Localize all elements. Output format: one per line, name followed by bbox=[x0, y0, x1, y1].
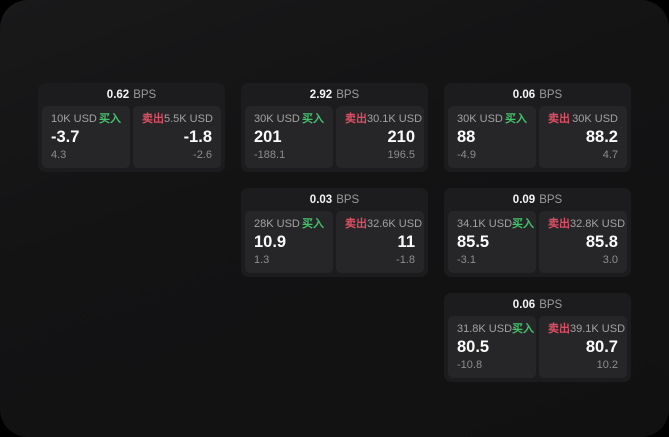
bps-value: 0.06 bbox=[512, 298, 536, 311]
buy-tile[interactable]: 31.8K USD 买入 80.5 -10.8 bbox=[448, 316, 536, 378]
buy-sub-value: -4.9 bbox=[457, 149, 476, 161]
sell-price: 210 bbox=[387, 128, 415, 146]
buy-price: 10.9 bbox=[254, 233, 287, 251]
quote-card-grid: 0.62 BPS 10K USD 买入 -3.7 4.3 卖出 5.5K USD bbox=[38, 83, 631, 382]
quote-card: 0.06 BPS 31.8K USD 买入 80.5 -10.8 卖出 39.1… bbox=[444, 293, 631, 382]
bps-header: 0.62 BPS bbox=[38, 83, 225, 106]
bps-value: 0.09 bbox=[512, 193, 536, 206]
buy-amount: 31.8K USD bbox=[457, 323, 513, 335]
buy-side-label: 买入 bbox=[512, 218, 535, 230]
sell-sub-value: 4.7 bbox=[602, 149, 618, 161]
bps-unit-label: BPS bbox=[336, 88, 360, 101]
sell-side-label: 卖出 bbox=[548, 218, 570, 230]
buy-amount: 34.1K USD bbox=[457, 218, 513, 230]
buy-price: 85.5 bbox=[457, 233, 490, 251]
buy-sub-value: 1.3 bbox=[254, 254, 270, 266]
sell-tile[interactable]: 卖出 32.8K USD 85.8 3.0 bbox=[539, 211, 627, 273]
buy-amount: 30K USD bbox=[254, 113, 300, 125]
sell-tile[interactable]: 卖出 39.1K USD 80.7 10.2 bbox=[539, 316, 627, 378]
sell-amount: 5.5K USD bbox=[164, 113, 213, 125]
buy-side-label: 买入 bbox=[505, 113, 527, 125]
buy-tile[interactable]: 30K USD 买入 88 -4.9 bbox=[448, 106, 536, 168]
buy-side-label: 买入 bbox=[99, 113, 121, 125]
sell-side-label: 卖出 bbox=[142, 113, 164, 125]
sell-tile[interactable]: 卖出 5.5K USD -1.8 -2.6 bbox=[133, 106, 221, 168]
sell-sub-value: 10.2 bbox=[596, 359, 618, 371]
sell-price: 11 bbox=[397, 233, 415, 251]
bps-header: 2.92 BPS bbox=[241, 83, 428, 106]
sell-side-label: 卖出 bbox=[548, 113, 570, 125]
bps-header: 0.06 BPS bbox=[444, 83, 631, 106]
buy-amount: 30K USD bbox=[457, 113, 503, 125]
bps-value: 0.62 bbox=[106, 88, 130, 101]
sell-tile[interactable]: 卖出 30.1K USD 210 196.5 bbox=[336, 106, 424, 168]
quote-card: 0.03 BPS 28K USD 买入 10.9 1.3 卖出 32.6K US… bbox=[241, 188, 428, 277]
sell-price: 80.7 bbox=[585, 338, 618, 356]
sell-sub-value: -2.6 bbox=[193, 149, 212, 161]
buy-side-label: 买入 bbox=[302, 113, 324, 125]
quote-card: 0.62 BPS 10K USD 买入 -3.7 4.3 卖出 5.5K USD bbox=[38, 83, 225, 172]
buy-tile[interactable]: 34.1K USD 买入 85.5 -3.1 bbox=[448, 211, 536, 273]
sell-amount: 30K USD bbox=[572, 113, 618, 125]
buy-tile[interactable]: 30K USD 买入 201 -188.1 bbox=[245, 106, 333, 168]
buy-tile[interactable]: 28K USD 买入 10.9 1.3 bbox=[245, 211, 333, 273]
quote-card: 0.09 BPS 34.1K USD 买入 85.5 -3.1 卖出 32.8K… bbox=[444, 188, 631, 277]
buy-tile[interactable]: 10K USD 买入 -3.7 4.3 bbox=[42, 106, 130, 168]
bps-value: 2.92 bbox=[309, 88, 333, 101]
sell-amount: 30.1K USD bbox=[367, 113, 423, 125]
bps-header: 0.06 BPS bbox=[444, 293, 631, 316]
buy-amount: 10K USD bbox=[51, 113, 97, 125]
quote-card: 2.92 BPS 30K USD 买入 201 -188.1 卖出 30.1K … bbox=[241, 83, 428, 172]
sell-sub-value: 196.5 bbox=[387, 149, 415, 161]
sell-tile[interactable]: 卖出 32.6K USD 11 -1.8 bbox=[336, 211, 424, 273]
bps-value: 0.06 bbox=[512, 88, 536, 101]
bps-unit-label: BPS bbox=[539, 298, 563, 311]
bps-unit-label: BPS bbox=[133, 88, 157, 101]
bps-header: 0.03 BPS bbox=[241, 188, 428, 211]
buy-sub-value: -10.8 bbox=[457, 359, 483, 371]
buy-sub-value: -3.1 bbox=[457, 254, 476, 266]
sell-sub-value: 3.0 bbox=[602, 254, 618, 266]
sell-amount: 32.8K USD bbox=[570, 218, 626, 230]
buy-sub-value: -188.1 bbox=[254, 149, 286, 161]
buy-amount: 28K USD bbox=[254, 218, 300, 230]
buy-side-label: 买入 bbox=[512, 323, 535, 335]
buy-sub-value: 4.3 bbox=[51, 149, 67, 161]
sell-side-label: 卖出 bbox=[548, 323, 570, 335]
sell-price: 88.2 bbox=[585, 128, 618, 146]
sell-price: -1.8 bbox=[183, 128, 212, 146]
sell-amount: 32.6K USD bbox=[367, 218, 423, 230]
sell-side-label: 卖出 bbox=[345, 113, 367, 125]
quote-card: 0.06 BPS 30K USD 买入 88 -4.9 卖出 30K USD bbox=[444, 83, 631, 172]
sell-amount: 39.1K USD bbox=[570, 323, 626, 335]
buy-price: -3.7 bbox=[51, 128, 80, 146]
buy-price: 80.5 bbox=[457, 338, 490, 356]
buy-price: 201 bbox=[254, 128, 282, 146]
buy-price: 88 bbox=[457, 128, 476, 146]
bps-unit-label: BPS bbox=[539, 193, 563, 206]
bps-unit-label: BPS bbox=[336, 193, 360, 206]
sell-sub-value: -1.8 bbox=[396, 254, 415, 266]
sell-tile[interactable]: 卖出 30K USD 88.2 4.7 bbox=[539, 106, 627, 168]
bps-header: 0.09 BPS bbox=[444, 188, 631, 211]
buy-side-label: 买入 bbox=[302, 218, 324, 230]
sell-side-label: 卖出 bbox=[345, 218, 367, 230]
bps-value: 0.03 bbox=[309, 193, 333, 206]
sell-price: 85.8 bbox=[585, 233, 618, 251]
bps-unit-label: BPS bbox=[539, 88, 563, 101]
